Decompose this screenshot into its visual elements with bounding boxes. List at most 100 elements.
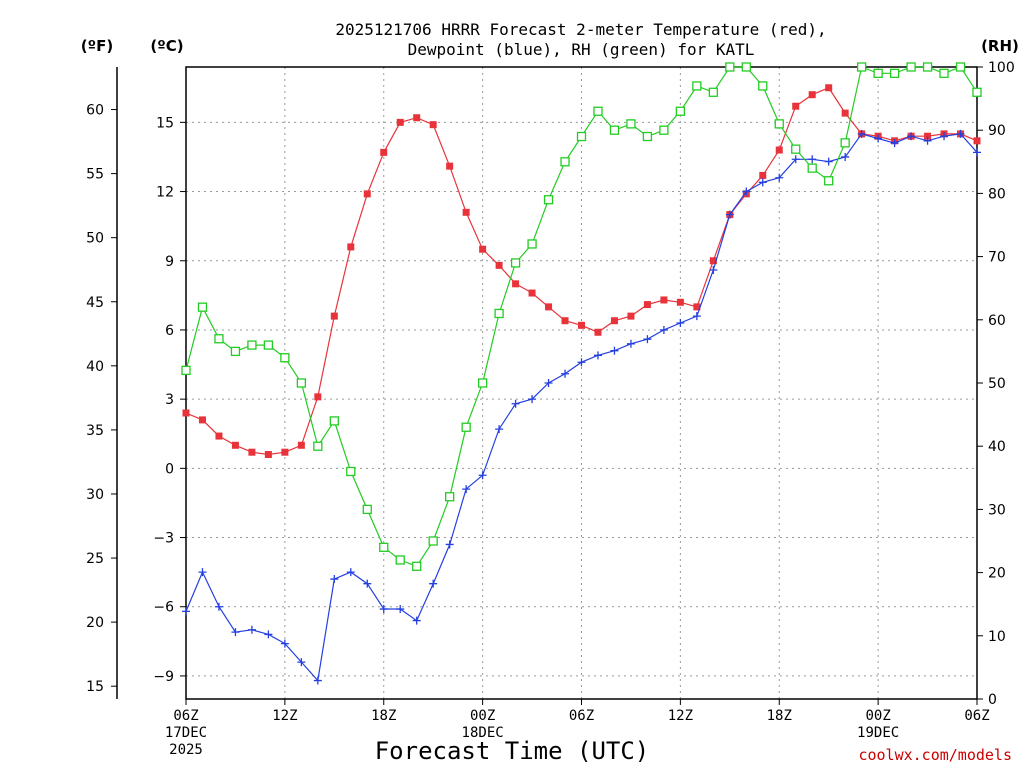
data-point-dewpoint: [923, 136, 932, 145]
rh-tick-label: 0: [988, 692, 997, 708]
series-rh: [181, 62, 982, 571]
series-line-rh: [185, 66, 978, 568]
data-point-rh: [230, 346, 241, 357]
data-point-dewpoint: [808, 155, 817, 164]
data-point-temperature: [314, 393, 322, 401]
data-point-dewpoint: [396, 605, 405, 614]
data-point-rh: [889, 68, 900, 78]
data-point-dewpoint: [544, 379, 553, 387]
fahrenheit-tick-label: 55: [86, 167, 104, 183]
data-point-rh: [461, 422, 471, 432]
chart-title-line2: Dewpoint (blue), RH (green) for KATL: [408, 40, 755, 59]
data-point-dewpoint: [692, 312, 701, 321]
data-point-dewpoint: [412, 616, 421, 625]
data-point-dewpoint: [198, 568, 207, 577]
data-point-rh: [445, 492, 455, 502]
rh-tick-label: 40: [988, 439, 1006, 455]
x-tick-label: 18Z: [767, 708, 792, 724]
fahrenheit-tick-label: 45: [86, 295, 104, 311]
data-point-dewpoint: [462, 485, 471, 494]
data-point-dewpoint: [659, 325, 668, 334]
data-point-rh: [955, 62, 966, 72]
data-point-dewpoint: [874, 134, 883, 143]
rh-tick-label: 30: [988, 502, 1006, 518]
x-tick-label: 12Z: [668, 708, 693, 724]
data-point-dewpoint: [709, 265, 718, 274]
data-point-temperature: [676, 298, 684, 306]
data-point-dewpoint: [346, 568, 355, 577]
fahrenheit-tick-label: 35: [86, 423, 104, 439]
data-point-rh: [626, 119, 636, 129]
celsius-tick-label: 12: [156, 185, 174, 201]
data-point-dewpoint: [264, 630, 273, 639]
x-tick-label: 00Z: [470, 708, 495, 724]
rh-tick-label: 90: [988, 123, 1006, 139]
x-tick-label: 00Z: [865, 708, 890, 724]
data-point-rh: [247, 340, 257, 350]
series-temperature: [182, 84, 981, 459]
data-point-dewpoint: [379, 605, 388, 614]
rh-unit-label: (RH): [981, 37, 1019, 55]
data-point-rh: [675, 106, 686, 116]
rh-tick-label: 100: [988, 60, 1015, 76]
data-point-dewpoint: [182, 607, 190, 616]
fahrenheit-tick-label: 25: [86, 551, 104, 567]
data-point-dewpoint: [791, 155, 800, 164]
data-point-dewpoint: [841, 152, 850, 161]
data-point-dewpoint: [313, 676, 322, 685]
data-point-dewpoint: [742, 187, 751, 196]
data-point-dewpoint: [626, 339, 635, 348]
plot-frame: [185, 66, 978, 700]
data-point-dewpoint: [775, 173, 784, 182]
data-point-temperature: [495, 261, 503, 269]
x-tick-label: 18DEC: [462, 725, 504, 741]
data-point-temperature: [512, 280, 520, 288]
data-point-rh: [313, 441, 323, 451]
celsius-tick-label: 15: [156, 115, 174, 131]
data-point-temperature: [643, 301, 651, 309]
data-point-rh: [362, 504, 372, 515]
x-tick-label: 18Z: [371, 708, 396, 724]
data-point-temperature: [231, 441, 239, 449]
data-point-temperature: [347, 243, 355, 251]
x-tick-label: 06Z: [964, 708, 989, 724]
data-point-temperature: [561, 317, 569, 325]
x-tick-label: 17DEC: [165, 725, 207, 741]
data-point-temperature: [545, 303, 553, 311]
data-point-dewpoint: [528, 395, 537, 404]
data-point-rh: [395, 555, 405, 565]
data-point-temperature: [808, 91, 816, 99]
data-point-temperature: [330, 312, 338, 320]
data-point-dewpoint: [610, 346, 619, 355]
data-point-temperature: [429, 121, 437, 129]
data-point-dewpoint: [593, 351, 602, 360]
data-point-rh: [214, 334, 224, 344]
data-point-dewpoint: [890, 139, 899, 148]
axes: [111, 66, 983, 705]
celsius-unit-label: (ºC): [150, 37, 183, 55]
data-point-rh: [593, 106, 603, 116]
data-point-rh: [477, 378, 488, 388]
data-point-rh: [642, 131, 653, 142]
data-point-temperature: [479, 245, 487, 253]
data-point-temperature: [198, 416, 206, 424]
data-point-rh: [906, 62, 916, 72]
data-point-temperature: [759, 171, 767, 179]
x-tick-label: 06Z: [569, 708, 594, 724]
data-point-temperature: [380, 148, 388, 156]
data-point-dewpoint: [330, 575, 339, 584]
credit-text: coolwx.com/models: [858, 746, 1012, 764]
data-point-dewpoint: [247, 625, 256, 634]
rh-tick-label: 10: [988, 629, 1006, 645]
data-point-temperature: [594, 328, 602, 336]
data-point-rh: [791, 144, 801, 154]
data-point-dewpoint: [511, 399, 520, 408]
data-point-rh: [856, 62, 867, 72]
data-point-temperature: [363, 190, 371, 198]
data-point-rh: [609, 125, 620, 135]
data-point-temperature: [396, 118, 404, 126]
data-point-dewpoint: [824, 157, 833, 166]
data-point-rh: [922, 62, 933, 72]
series-dewpoint: [182, 129, 981, 685]
data-point-temperature: [973, 137, 981, 145]
